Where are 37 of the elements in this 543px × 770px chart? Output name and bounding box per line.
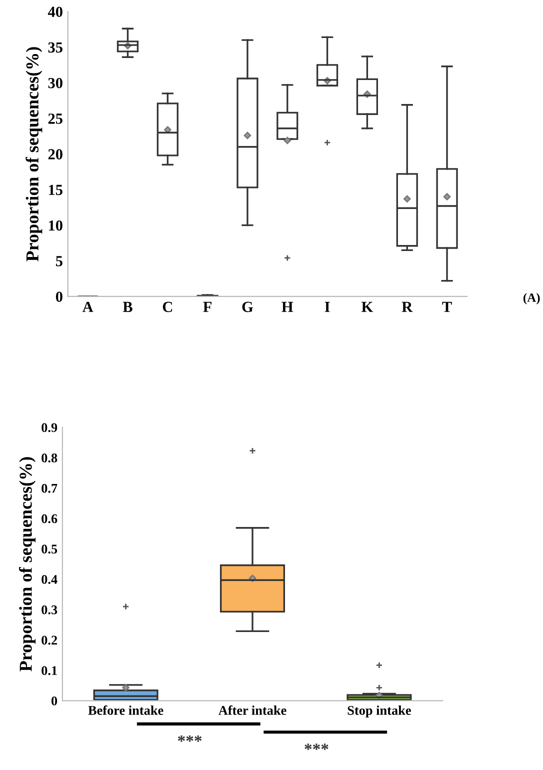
x-tick-label: R <box>402 302 413 312</box>
y-tick-label: 0 <box>56 292 62 302</box>
text: (A) <box>523 293 540 304</box>
y-tick-label: 15 <box>48 184 62 196</box>
y-tick-label: 0.9 <box>42 423 58 432</box>
x-tick-label: After intake <box>218 705 286 715</box>
y-tick-label: 0.4 <box>42 575 58 584</box>
x-tick-label: T <box>442 302 452 312</box>
x-tick-label: A <box>82 302 94 312</box>
y-tick-label: 0.5 <box>42 544 58 554</box>
x-tick-label: B <box>122 302 132 312</box>
y-tick-label: 20 <box>48 149 62 160</box>
y-tick-label: 10 <box>48 220 62 231</box>
x-tick-label: K <box>362 302 374 312</box>
y-tick-label: 40 <box>48 6 62 17</box>
y-tick-label: 0.1 <box>42 666 57 676</box>
y-tick-label: 0 <box>51 696 58 706</box>
x-tick-label: G <box>242 302 253 312</box>
y-tick-label: 25 <box>48 114 62 124</box>
x-tick-label: I <box>324 302 330 312</box>
x-tick-label: F <box>203 302 212 312</box>
y-tick-label: 0.8 <box>42 454 58 462</box>
x-tick-label: H <box>282 302 294 312</box>
y-axis-title: Proportion of sequences(%) <box>18 457 36 672</box>
y-tick-label: 30 <box>48 78 62 88</box>
y-axis-title: Proportion of sequences(%) <box>26 47 42 262</box>
y-tick-label: 0.3 <box>42 605 58 614</box>
y-tick-label: 5 <box>56 256 62 266</box>
y-tick-label: 35 <box>48 42 62 53</box>
x-tick-label: Before intake <box>88 705 164 715</box>
y-tick-label: 0.2 <box>42 636 58 645</box>
x-tick-label: Stop intake <box>348 706 411 718</box>
text: *** <box>304 744 328 750</box>
text: *** <box>178 735 202 742</box>
y-tick-label: 0.6 <box>42 514 58 524</box>
y-tick-label: 0.7 <box>42 484 58 493</box>
x-tick-label: C <box>162 302 172 312</box>
